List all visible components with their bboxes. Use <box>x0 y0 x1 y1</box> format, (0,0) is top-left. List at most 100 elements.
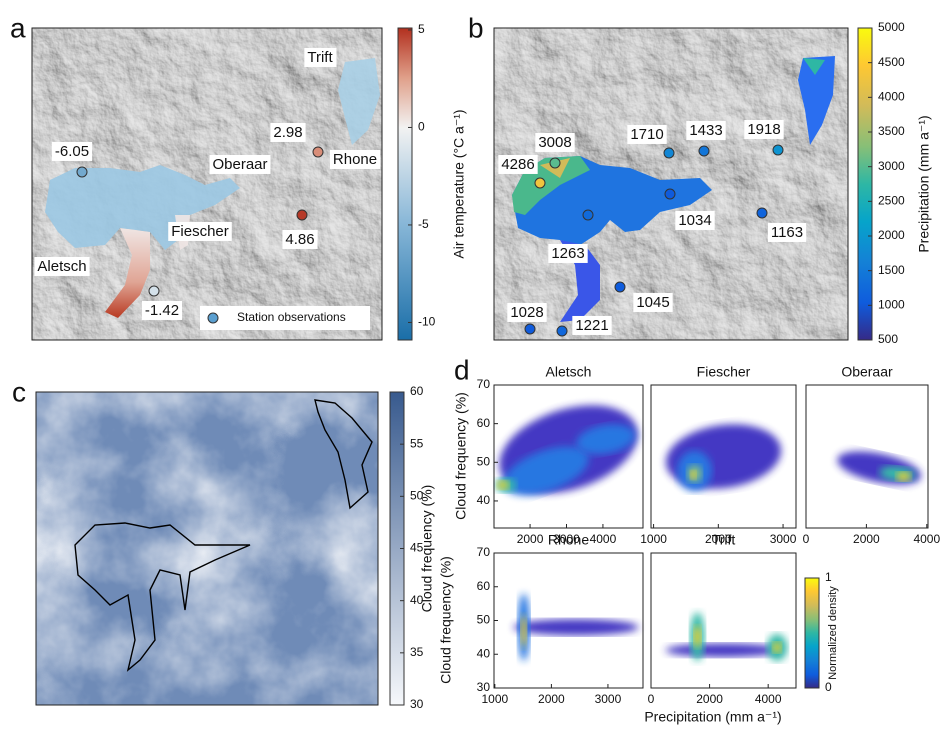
density-cloud <box>495 405 638 496</box>
label-box <box>675 210 715 230</box>
station <box>534 177 546 189</box>
colorbar-tick-label: 5000 <box>878 20 905 34</box>
y-tick-label: 70 <box>477 377 491 391</box>
colorbar-tick-label: -10 <box>418 315 436 329</box>
legend-box <box>200 306 370 330</box>
station-label: 1034 <box>678 212 711 229</box>
colorbar-tick-label: 1 <box>825 570 832 584</box>
colorbar-tick-label: -5 <box>418 217 429 231</box>
subplot-title: Rhone <box>548 532 589 548</box>
colorbar-tick-label: 45 <box>410 541 424 555</box>
label-box <box>627 124 667 144</box>
x-tick-label: 1000 <box>481 692 508 706</box>
colorbar-label: Normalized density <box>827 586 839 680</box>
subplot-title: Trift <box>712 532 736 548</box>
density-cloud <box>665 424 782 491</box>
x-tick-label: 4000 <box>590 532 617 546</box>
colorbar-tick-label: 0 <box>825 680 832 694</box>
station <box>296 209 308 221</box>
y-tick-label: 70 <box>477 545 491 559</box>
plot-frame <box>650 384 797 529</box>
colorbar-tick-label: 35 <box>410 645 424 659</box>
panel-label: d <box>454 354 470 385</box>
station-label: 1710 <box>630 126 663 143</box>
panel-label: a <box>10 12 26 43</box>
label-box <box>141 300 183 320</box>
x-tick-label: 0 <box>648 692 655 706</box>
colorbar-tick-label: 3500 <box>878 124 905 138</box>
station <box>524 323 536 335</box>
x-tick-label: 2000 <box>517 532 544 546</box>
label-box <box>168 221 232 241</box>
station <box>312 146 324 158</box>
subplot-title: Fiescher <box>697 364 751 380</box>
density-region <box>690 470 696 480</box>
station-label: 3008 <box>538 134 571 151</box>
label-box <box>282 229 318 249</box>
legend-label: Station observations <box>237 310 346 324</box>
subplot-title: Oberaar <box>841 364 893 380</box>
colorbar-tick-label: 3000 <box>878 159 905 173</box>
label-box <box>744 119 784 139</box>
station <box>549 157 561 169</box>
station <box>772 144 784 156</box>
density-region <box>665 643 782 657</box>
x-tick-label: 2000 <box>705 532 732 546</box>
density-cloud <box>837 451 922 485</box>
station <box>556 325 568 337</box>
label-box <box>34 256 90 276</box>
x-tick-label: 2000 <box>538 692 565 706</box>
y-axis-label: Cloud frequency (%) <box>438 556 454 684</box>
density-region <box>576 424 636 455</box>
label-box <box>686 120 726 140</box>
station-label: Rhone <box>333 151 377 168</box>
station <box>756 207 768 219</box>
colorbar-tick-label: 50 <box>410 489 424 503</box>
colorbar-tick-label: 4000 <box>878 90 905 104</box>
plot-frame <box>805 384 929 529</box>
colorbar-label: Precipitation (mm a⁻¹) <box>916 115 932 252</box>
station-label: 1263 <box>551 245 584 262</box>
y-tick-label: 60 <box>477 579 491 593</box>
y-tick-label: 60 <box>477 416 491 430</box>
station-label: Oberaar <box>212 156 267 173</box>
station-label: 1433 <box>689 122 722 139</box>
station-label: 1045 <box>636 294 669 311</box>
station-label: 1221 <box>575 317 608 334</box>
colorbar <box>857 27 873 341</box>
label-box <box>304 47 337 67</box>
x-tick-label: 0 <box>803 532 810 546</box>
label-box <box>548 243 588 263</box>
legend-marker <box>207 312 219 324</box>
station-label: 4.86 <box>285 231 314 248</box>
density-region <box>503 446 589 496</box>
x-tick-label: 2000 <box>696 692 723 706</box>
colorbar-tick-label: 4500 <box>878 55 905 69</box>
x-tick-label: 3000 <box>595 692 622 706</box>
station <box>582 209 594 221</box>
station-label: 2.98 <box>273 124 302 141</box>
x-tick-label: 3000 <box>770 532 797 546</box>
map-c <box>35 391 379 706</box>
subplot-title: Aletsch <box>546 364 592 380</box>
station <box>664 188 676 200</box>
colorbar-tick-label: 0 <box>418 120 425 134</box>
x-tick-label: 2000 <box>853 532 880 546</box>
x-tick-label: 4000 <box>913 532 940 546</box>
station-label: -6.05 <box>55 143 89 160</box>
label-box <box>767 222 807 242</box>
plot-frame <box>493 384 644 529</box>
station <box>663 147 675 159</box>
density-region <box>520 615 527 648</box>
station-label: 4286 <box>501 156 534 173</box>
label-box <box>51 141 93 161</box>
label-box <box>633 292 673 312</box>
map-b <box>494 28 848 340</box>
label-box <box>535 132 575 152</box>
station <box>698 145 710 157</box>
label-box <box>329 149 381 169</box>
label-box <box>507 302 547 322</box>
y-tick-label: 40 <box>477 493 491 507</box>
x-tick-label: 3000 <box>553 532 580 546</box>
colorbar-label: Air temperature (°C a⁻¹) <box>451 109 467 258</box>
